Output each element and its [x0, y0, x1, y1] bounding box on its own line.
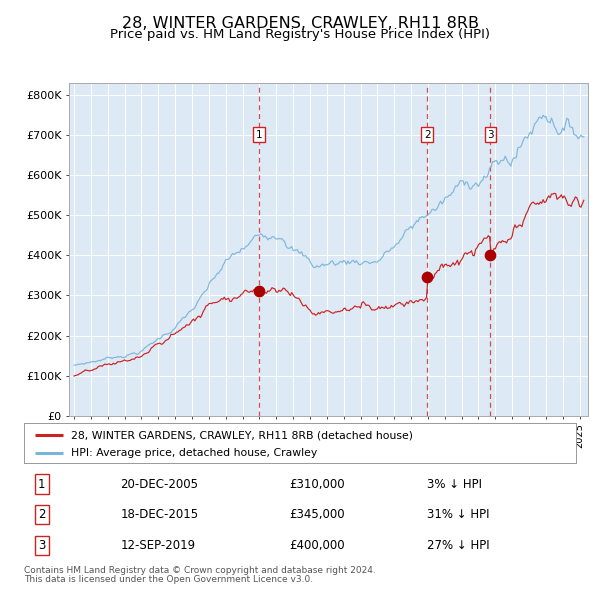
- Text: 3: 3: [487, 130, 494, 140]
- Point: [485, 251, 495, 260]
- Text: 28, WINTER GARDENS, CRAWLEY, RH11 8RB: 28, WINTER GARDENS, CRAWLEY, RH11 8RB: [121, 16, 479, 31]
- Text: £345,000: £345,000: [289, 508, 344, 521]
- Text: 3: 3: [38, 539, 46, 552]
- Text: 20-DEC-2005: 20-DEC-2005: [121, 478, 199, 491]
- Text: 1: 1: [256, 130, 262, 140]
- Point: [254, 287, 264, 296]
- Text: 27% ↓ HPI: 27% ↓ HPI: [427, 539, 490, 552]
- Text: 12-SEP-2019: 12-SEP-2019: [121, 539, 196, 552]
- Text: Price paid vs. HM Land Registry's House Price Index (HPI): Price paid vs. HM Land Registry's House …: [110, 28, 490, 41]
- Text: 3% ↓ HPI: 3% ↓ HPI: [427, 478, 482, 491]
- Text: This data is licensed under the Open Government Licence v3.0.: This data is licensed under the Open Gov…: [24, 575, 313, 584]
- Text: 2: 2: [424, 130, 431, 140]
- Text: 28, WINTER GARDENS, CRAWLEY, RH11 8RB (detached house): 28, WINTER GARDENS, CRAWLEY, RH11 8RB (d…: [71, 430, 413, 440]
- Text: Contains HM Land Registry data © Crown copyright and database right 2024.: Contains HM Land Registry data © Crown c…: [24, 566, 376, 575]
- Text: £310,000: £310,000: [289, 478, 344, 491]
- Text: 2: 2: [38, 508, 46, 521]
- Text: 1: 1: [38, 478, 46, 491]
- Text: 31% ↓ HPI: 31% ↓ HPI: [427, 508, 490, 521]
- Point: [422, 273, 432, 282]
- Text: 18-DEC-2015: 18-DEC-2015: [121, 508, 199, 521]
- Text: HPI: Average price, detached house, Crawley: HPI: Average price, detached house, Craw…: [71, 448, 317, 458]
- Text: £400,000: £400,000: [289, 539, 344, 552]
